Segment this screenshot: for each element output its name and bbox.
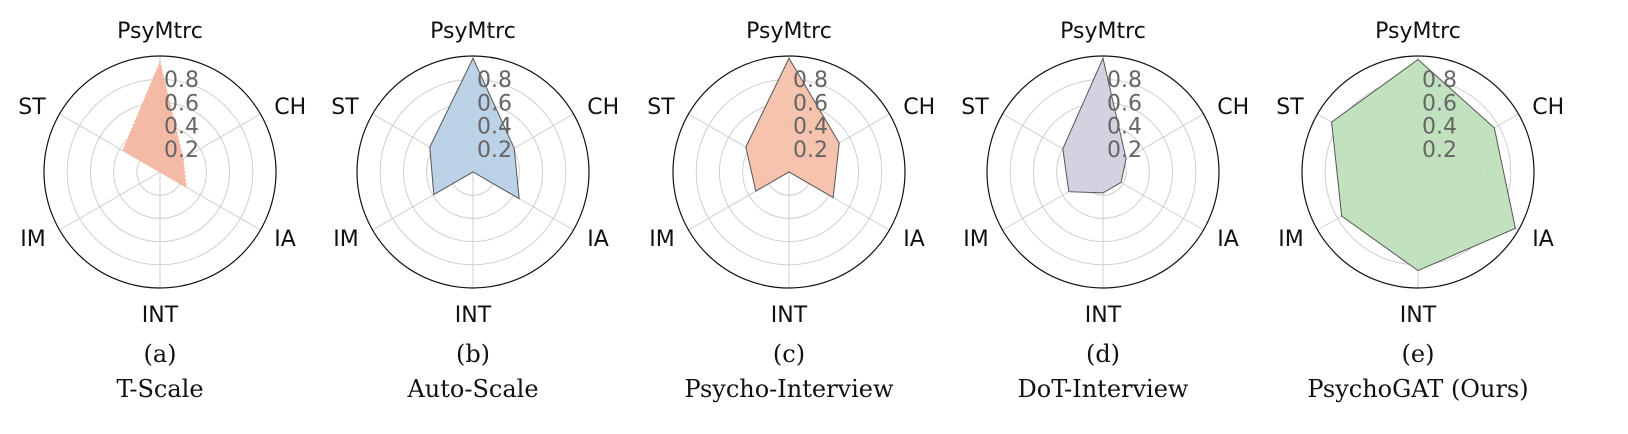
radial-tick-label: 0.4 [477, 115, 512, 140]
axis-label: PsyMtrc [746, 19, 832, 44]
axis-label: CH [903, 95, 935, 120]
axis-label: ST [961, 95, 989, 120]
panel-caption: Psycho-Interview [684, 375, 894, 403]
panel-label: (c) [773, 340, 805, 368]
radar-panel: 0.20.40.60.8 PsyMtrc CH IA INT IM ST (b) Auto-Sc… [331, 19, 619, 403]
radial-tick-label: 0.8 [164, 68, 199, 93]
panel-caption: PsychoGAT (Ours) [1307, 375, 1528, 403]
data-polygon [1062, 56, 1127, 194]
radial-tick-label: 0.6 [164, 91, 199, 116]
axis-label: IM [333, 227, 358, 252]
axis-label: INT [771, 303, 808, 328]
axis-label: IM [963, 227, 988, 252]
panel-caption: Auto-Scale [406, 375, 538, 403]
axis-label: ST [331, 95, 359, 120]
axis-label: INT [455, 303, 492, 328]
radial-tick-label: 0.8 [1107, 68, 1142, 93]
axis-label: ST [18, 95, 46, 120]
radial-tick-label: 0.2 [1107, 138, 1142, 163]
axis-label: CH [1532, 95, 1564, 120]
axis-label: INT [1400, 303, 1437, 328]
radial-tick-label: 0.4 [793, 115, 828, 140]
outer-circle [1301, 55, 1535, 289]
axis-label: IA [903, 227, 925, 252]
axis-label: PsyMtrc [430, 19, 516, 44]
axis-label: IA [587, 227, 609, 252]
axis-label: ST [1276, 95, 1304, 120]
radial-tick-label: 0.4 [1107, 115, 1142, 140]
axis-label: IA [1217, 227, 1239, 252]
axis-label: IM [649, 227, 674, 252]
grid-spoke [59, 171, 161, 231]
panel-label: (a) [143, 340, 176, 368]
radial-tick-label: 0.6 [1422, 91, 1457, 116]
panel-label: (b) [456, 340, 490, 368]
radial-tick-label: 0.8 [477, 68, 512, 93]
data-polygon [1331, 58, 1516, 272]
data-polygon [429, 57, 520, 200]
outer-circle [43, 55, 277, 289]
axis-label: CH [274, 95, 306, 120]
data-polygon [745, 57, 840, 199]
axis-label: IM [20, 227, 45, 252]
data-polygon [122, 59, 187, 189]
axis-label: ST [647, 95, 675, 120]
radar-panel: 0.20.40.60.8 PsyMtrc CH IA INT IM ST (a) T-Scale [18, 19, 306, 403]
outer-circle [672, 55, 906, 289]
radial-tick-label: 0.2 [477, 138, 512, 163]
radial-tick-label: 0.4 [1422, 115, 1457, 140]
panel-label: (d) [1086, 340, 1120, 368]
radial-tick-label: 0.6 [793, 91, 828, 116]
axis-label: CH [1217, 95, 1249, 120]
outer-circle [356, 55, 590, 289]
axis-label: PsyMtrc [1060, 19, 1146, 44]
radial-tick-label: 0.6 [1107, 91, 1142, 116]
panel-label: (e) [1402, 340, 1435, 368]
radar-panel: 0.20.40.60.8 PsyMtrc CH IA INT IM ST (d) DoT-Int… [961, 19, 1249, 403]
panel-caption: T-Scale [116, 375, 203, 403]
axis-label: CH [587, 95, 619, 120]
radar-panel: 0.20.40.60.8 PsyMtrc CH IA INT IM ST (e) PsychoG… [1276, 19, 1564, 403]
radial-tick-label: 0.6 [477, 91, 512, 116]
outer-circle [986, 55, 1220, 289]
axis-label: INT [1085, 303, 1122, 328]
radial-tick-label: 0.4 [164, 115, 199, 140]
radar-panel: 0.20.40.60.8 PsyMtrc CH IA INT IM ST (c) Psycho-… [647, 19, 935, 403]
axis-label: PsyMtrc [117, 19, 203, 44]
axis-label: IA [274, 227, 296, 252]
radial-tick-label: 0.8 [793, 68, 828, 93]
axis-label: IM [1278, 227, 1303, 252]
panel-caption: DoT-Interview [1018, 375, 1189, 403]
axis-label: IA [1532, 227, 1554, 252]
radial-tick-label: 0.2 [793, 138, 828, 163]
radial-tick-label: 0.8 [1422, 68, 1457, 93]
axis-label: PsyMtrc [1375, 19, 1461, 44]
radial-tick-label: 0.2 [164, 138, 199, 163]
radial-tick-label: 0.2 [1422, 138, 1457, 163]
axis-label: INT [142, 303, 179, 328]
